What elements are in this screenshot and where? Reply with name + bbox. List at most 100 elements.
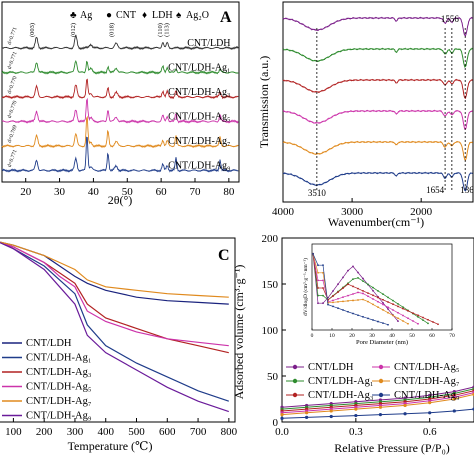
panel-d-inset-point: [377, 290, 379, 292]
panel-c-frame: [0, 237, 236, 423]
panel-d-xtick-label: 0.3: [349, 426, 363, 438]
panel-d-inset-point: [322, 271, 324, 274]
panel-a-peak-label: (113): [164, 23, 171, 37]
panel-a-curves: CNT/LDH d=0.771 CNT/LDH-Ag₁ d=0.771 CNT/LDH-…: [1, 26, 239, 173]
panel-b-curve: [282, 171, 473, 192]
panel-a-peak-label: (018): [109, 23, 116, 37]
panel-c-legend: CNT/LDH CNT/LDH-Ag₁ CNT/LDH-Ag₃ CNT/LDH-Ag₅…: [2, 338, 92, 422]
panel-d-inset-point: [332, 295, 334, 297]
panel-d-point: [329, 414, 333, 419]
panel-a-curve-label: CNT/LDH-Ag₁: [168, 63, 230, 74]
panel-d-ytick-label: 0: [273, 417, 279, 429]
panel-d-inset-point: [337, 300, 339, 303]
panel-a-curve-label: CNT/LDH-Ag₅: [168, 112, 230, 123]
panel-d-ylabel: Adsorbed volume (cm³·g⁻¹): [232, 265, 246, 400]
panel-a-frame: [1, 1, 240, 183]
panel-b-curves: 3510 1654 1556 1363: [282, 14, 474, 198]
panel-d-point: [378, 405, 383, 409]
panel-d-inset-point: [372, 294, 374, 297]
panel-c-curves: [0, 241, 229, 413]
panel-c-xlabel: Temperature (℃): [68, 439, 153, 453]
panel-d-inset-point: [352, 265, 354, 268]
panel-a-d-label: d=0.771: [7, 149, 19, 168]
panel-d-inset: 0 10 20 30 40 50 60 70 Pore Diameter (nm) dV/dlog…: [302, 243, 455, 346]
panel-a-curve: [1, 78, 239, 100]
panel-c-xtick-label: 400: [97, 426, 114, 438]
panel-d-inset-point: [317, 287, 319, 289]
panel-d-inset-xtick-label: 70: [449, 333, 455, 339]
panel-d-inset-point: [392, 299, 394, 302]
panel-a-legend: ♣ Ag ● CNT ♦ LDH ♠ Ag₂O (003) (012) (018) (110) (113…: [29, 10, 209, 37]
panel-d-inset-point: [387, 301, 389, 303]
panel-d-point: [428, 411, 432, 415]
panel-d-inset-point: [332, 305, 334, 308]
panel-d-inset-point: [367, 283, 369, 286]
panel-d-inset-point: [332, 290, 334, 292]
panel-a-xtick-label: 50: [122, 186, 134, 198]
panel-d-point: [403, 403, 407, 408]
panel-d-inset-point: [382, 298, 384, 301]
panel-d-inset-point: [402, 320, 404, 322]
panel-a-peak-label: (110): [157, 23, 164, 37]
panel-d-point: [280, 416, 284, 420]
panel-d-inset-point: [437, 323, 439, 326]
panel-d-point: [305, 411, 309, 415]
panel-d-inset-point: [347, 310, 349, 313]
panel-d-inset-xlabel: Pore Diameter (nm): [356, 339, 408, 346]
panel-b-peak-label: 1654: [426, 185, 445, 195]
panel-d-inset-point: [362, 277, 364, 280]
panel-a-legend-label: Ag₂O: [186, 10, 209, 21]
panel-d-inset-point: [362, 289, 364, 292]
panel-d-inset-point: [367, 295, 369, 298]
panel-a-legend-symbol: ●: [106, 10, 112, 21]
panel-d-inset-point: [372, 303, 374, 306]
panel-d-inset-point: [312, 252, 314, 255]
panel-b-curve: [282, 109, 473, 130]
panel-d-legend-marker: [292, 364, 298, 370]
panel-a-ticks: 20 30 40 50 60 70 80: [20, 178, 235, 198]
panel-d-inset-point: [327, 303, 329, 306]
panel-d-inset-point: [427, 318, 429, 321]
panel-d-inset-point: [337, 291, 339, 294]
panel-a-xlabel: 2θ(°): [108, 193, 133, 207]
panel-d-inset-point: [382, 303, 384, 306]
panel-d-inset-point: [412, 320, 414, 322]
panel-d-legend-marker: [378, 378, 384, 384]
panel-c-letter: C: [218, 247, 230, 264]
panel-d-inset-point: [412, 312, 414, 315]
panel-c-xtick-label: 600: [159, 426, 176, 438]
panel-a-curve: [1, 115, 239, 149]
panel-d-inset-point: [377, 306, 379, 309]
panel-c-xtick-label: 700: [190, 426, 207, 438]
panel-c-curve: [0, 241, 229, 354]
panel-a-curve: [1, 97, 239, 124]
panel-d-inset-point: [392, 314, 394, 317]
panel-d-inset-point: [387, 308, 389, 310]
panel-d-inset-point: [357, 271, 359, 274]
panel-a: A ♣ Ag ● CNT ♦ LDH ♠ Ag₂O (003) (012) (018) (110) (1…: [1, 1, 240, 207]
panel-a-d-label: d=0.770: [7, 100, 19, 119]
panel-a-xtick-label: 60: [156, 186, 168, 198]
panel-a-curve: [1, 59, 239, 75]
panel-c-curve: [0, 241, 229, 402]
panel-d-inset-point: [422, 316, 424, 319]
panel-b-curve: [282, 16, 473, 37]
panel-b-peak-label: 1556: [441, 14, 460, 24]
panel-d-inset-point: [372, 319, 374, 321]
panel-d-inset-point: [417, 316, 419, 318]
panel-d-inset-point: [322, 264, 324, 267]
panel-d-inset-point: [387, 323, 389, 326]
panel-d-inset-point: [367, 317, 369, 320]
panel-d-inset-point: [397, 305, 399, 308]
panel-b-curve: [282, 78, 473, 100]
panel-d-inset-point: [337, 297, 339, 300]
panel-d-point: [354, 407, 358, 411]
panel-c-ticks: 100 200 300 400 500 600 700 800: [5, 418, 238, 438]
panel-d-inset-xtick-label: 60: [429, 333, 435, 339]
panel-b: 3510 1654 1556 1363 4000 3000 2000 Wavenumber…: [257, 1, 474, 229]
panel-b-curve: [282, 140, 473, 162]
panel-d-inset-point: [417, 314, 419, 317]
panel-d-inset-curve: [312, 253, 389, 326]
panel-d-inset-point: [347, 300, 349, 302]
panel-d-inset-point: [392, 303, 394, 306]
